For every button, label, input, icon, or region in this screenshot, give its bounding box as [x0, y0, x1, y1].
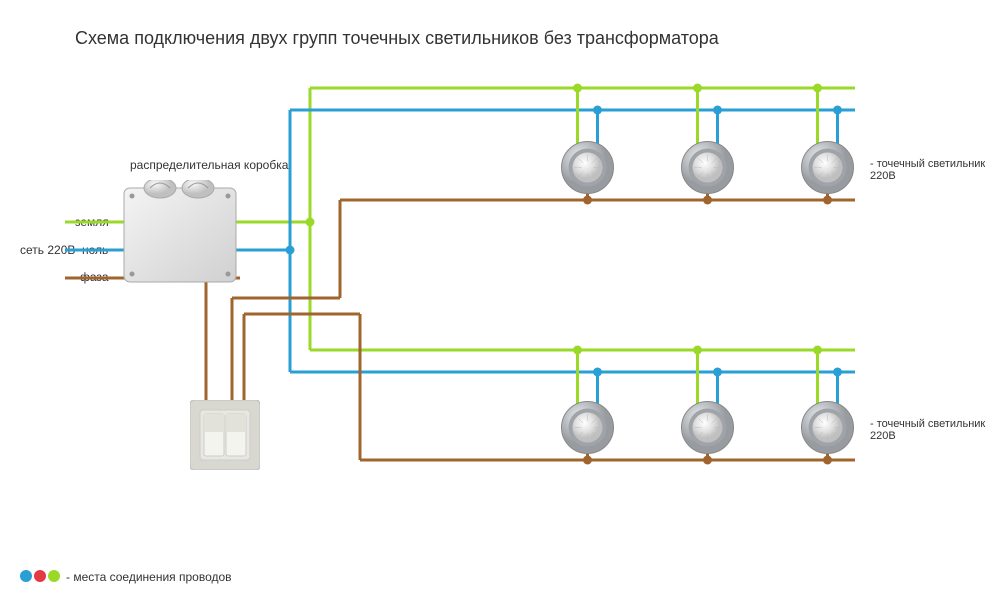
legend-dot	[48, 570, 60, 582]
double-switch	[190, 400, 260, 475]
spotlight	[560, 140, 615, 200]
legend-dot	[34, 570, 46, 582]
spotlight	[800, 400, 855, 460]
legend-dot	[20, 570, 32, 582]
legend-label: - места соединения проводов	[66, 570, 232, 584]
spotlight	[560, 400, 615, 460]
spotlight	[800, 140, 855, 200]
spotlight	[680, 400, 735, 460]
wiring-layer	[0, 0, 999, 600]
spotlight	[680, 140, 735, 200]
junction-box	[120, 180, 240, 290]
